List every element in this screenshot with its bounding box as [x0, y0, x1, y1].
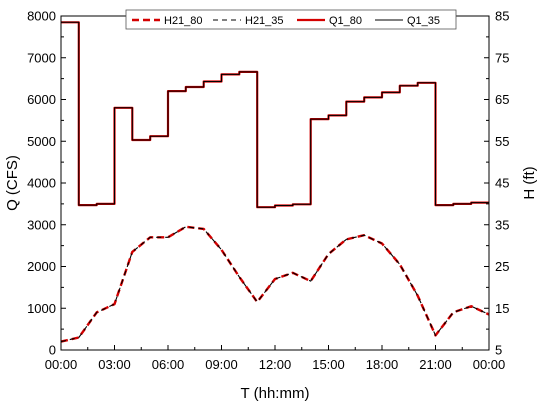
y-left-tick-label: 4000	[27, 176, 56, 191]
y-left-tick-label: 2000	[27, 259, 56, 274]
x-axis-label: T (hh:mm)	[241, 385, 310, 402]
legend-label: H21_80	[164, 15, 203, 27]
series-layer	[60, 21, 490, 343]
series-line-q1-80	[61, 21, 489, 209]
y-left-tick-label: 1000	[27, 301, 56, 316]
x-tick-label: 15:00	[312, 357, 345, 372]
y-left-tick-label: 3000	[27, 217, 56, 232]
series-line-h21-80	[60, 225, 490, 343]
y-right-tick-label: 5	[495, 343, 502, 358]
ticks-layer: 00:00 03:00 06:00 09:00 12:00 15:00 18:00 21:00…	[27, 9, 509, 373]
legend: H21_80 H21_35 Q1_80 Q1_35	[125, 9, 457, 30]
legend-box	[125, 9, 457, 30]
x-tick-label: 18:00	[366, 357, 399, 372]
y-right-tick-label: 85	[495, 9, 509, 24]
y-axis-left-label: Q (CFS)	[4, 155, 21, 211]
x-tick-label: 00:00	[45, 357, 78, 372]
x-tick-label: 03:00	[98, 357, 131, 372]
series-line-q1-35	[61, 21, 489, 208]
x-tick-label: 12:00	[259, 357, 292, 372]
y-right-tick-label: 25	[495, 259, 509, 274]
y-right-tick-label: 65	[495, 92, 509, 107]
y-left-tick-label: 0	[49, 343, 56, 358]
legend-label: H21_35	[245, 15, 284, 27]
legend-label: Q1_35	[407, 15, 440, 27]
y-left-tick-label: 6000	[27, 92, 56, 107]
x-tick-label: 09:00	[205, 357, 238, 372]
legend-label: Q1_80	[329, 15, 362, 27]
y-right-tick-label: 35	[495, 217, 509, 232]
plot-frame	[60, 15, 490, 351]
y-left-tick-label: 5000	[27, 134, 56, 149]
x-tick-label: 00:00	[473, 357, 506, 372]
y-left-tick-label: 7000	[27, 50, 56, 65]
y-right-tick-label: 45	[495, 176, 509, 191]
x-tick-label: 06:00	[152, 357, 185, 372]
y-right-tick-label: 55	[495, 134, 509, 149]
y-right-tick-label: 75	[495, 50, 509, 65]
y-axis-right-label: H (ft)	[521, 166, 538, 199]
y-left-tick-label: 8000	[27, 9, 56, 24]
y-right-tick-label: 15	[495, 301, 509, 316]
series-line-h21-35	[60, 226, 490, 343]
x-tick-label: 21:00	[419, 357, 452, 372]
